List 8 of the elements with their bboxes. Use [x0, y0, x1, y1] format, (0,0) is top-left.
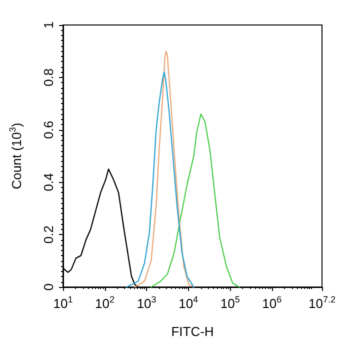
- y-axis-title: Count (103): [8, 122, 24, 190]
- y-tick-label: 1: [41, 21, 56, 29]
- y-tick-label: 0: [41, 283, 56, 291]
- y-tick-label: 0.2: [41, 226, 56, 244]
- y-tick-label: 0.8: [41, 68, 56, 86]
- x-axis-title: FITC-H: [171, 324, 214, 339]
- y-tick-label: 0.4: [41, 173, 56, 192]
- y-tick-label: 0.6: [41, 120, 56, 139]
